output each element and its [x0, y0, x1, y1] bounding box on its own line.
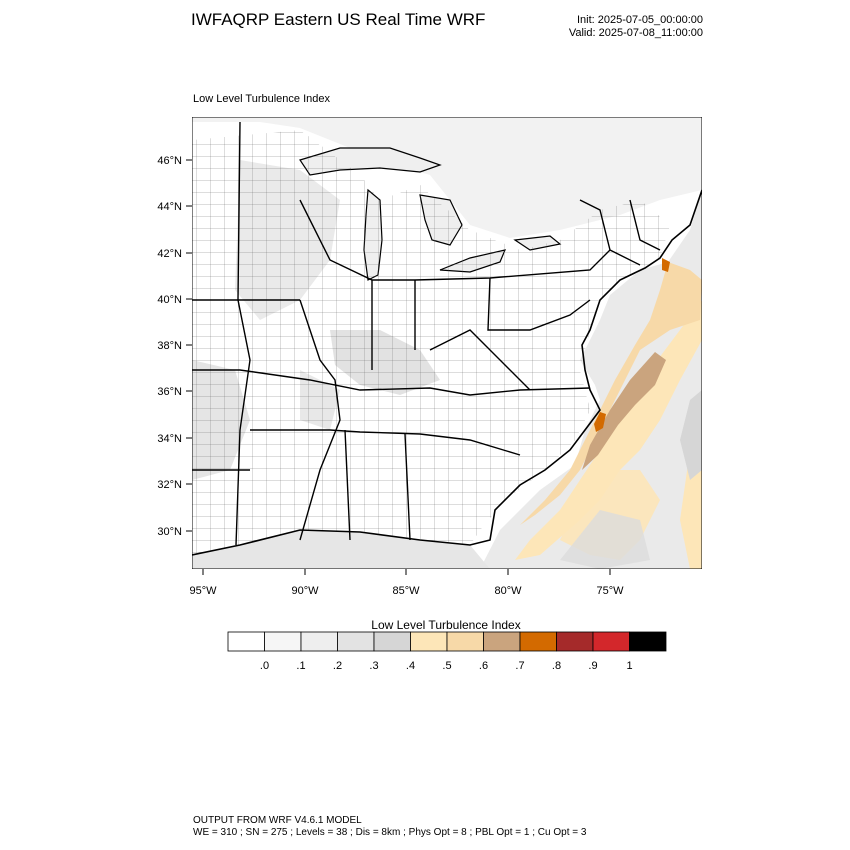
- main-title: IWFAQRP Eastern US Real Time WRF: [191, 10, 486, 29]
- lon-label: 75°W: [596, 585, 624, 597]
- colorbar: .0 .1 .2 .3 .4 .5 .6 .7 .8 .9 1: [227, 631, 667, 672]
- plume-orange: [594, 412, 606, 432]
- colorbar-label: .0: [260, 660, 269, 672]
- lat-label: 38°N: [157, 340, 182, 352]
- plume-brown: [582, 352, 666, 470]
- lat-label: 40°N: [157, 294, 182, 306]
- colorbar-label: 1: [626, 660, 632, 672]
- colorbar-swatch: [337, 631, 375, 652]
- lat-label: 34°N: [157, 433, 182, 445]
- colorbar-label: .1: [296, 660, 305, 672]
- colorbar-swatch: [410, 631, 448, 652]
- state-boundaries: [192, 121, 661, 546]
- lon-label: 95°W: [189, 585, 217, 597]
- lat-label: 32°N: [157, 479, 182, 491]
- lon-label: 85°W: [392, 585, 420, 597]
- colorbar-swatch: [592, 631, 630, 652]
- footer-model-line: OUTPUT FROM WRF V4.6.1 MODEL: [193, 815, 362, 826]
- valid-time: Valid: 2025-07-08_11:00:00: [568, 27, 703, 39]
- lon-label: 90°W: [291, 585, 319, 597]
- colorbar-label: .9: [588, 660, 597, 672]
- colorbar-swatch: [227, 631, 265, 652]
- colorbar-label: .5: [442, 660, 451, 672]
- lon-label: 80°W: [494, 585, 522, 597]
- atlantic-ocean: [480, 190, 702, 569]
- lat-label: 36°N: [157, 386, 182, 398]
- colorbar-swatch: [373, 631, 411, 652]
- init-time: Init: 2025-07-05_00:00:00: [577, 14, 703, 26]
- county-lines: [192, 130, 670, 555]
- canada-region: [192, 117, 702, 238]
- colorbar-swatch: [483, 631, 521, 652]
- plume-orange-ne: [662, 258, 670, 272]
- run-times: Init: 2025-07-05_00:00:00 Valid: 2025-07…: [569, 14, 703, 40]
- plume-tan-band: [520, 262, 702, 525]
- lon-ticks: [202, 569, 611, 575]
- colorbar-swatch: [446, 631, 484, 652]
- plume-light-tan: [515, 235, 702, 569]
- lat-label: 42°N: [157, 248, 182, 260]
- colorbar-label: .3: [369, 660, 378, 672]
- colorbar-title: Low Level Turbulence Index: [371, 618, 521, 632]
- colorbar-swatch: [264, 631, 302, 652]
- colorbar-swatch: [300, 631, 338, 652]
- colorbar-label: .4: [406, 660, 415, 672]
- map-subtitle: Low Level Turbulence Index: [193, 93, 330, 105]
- colorbar-label: .7: [515, 660, 524, 672]
- colorbar-label: .6: [479, 660, 488, 672]
- colorbar-label: .2: [333, 660, 342, 672]
- lat-label: 46°N: [157, 155, 182, 167]
- colorbar-label: .8: [552, 660, 561, 672]
- colorbar-swatch: [556, 631, 594, 652]
- map-plot: [192, 117, 702, 569]
- lat-ticks: [186, 159, 192, 532]
- ocean-gray-band-2: [560, 510, 650, 569]
- colorbar-swatch: [629, 631, 667, 652]
- footer: OUTPUT FROM WRF V4.6.1 MODEL WE = 310 ; …: [193, 815, 586, 839]
- footer-config-line: WE = 310 ; SN = 275 ; Levels = 38 ; Dis …: [193, 827, 587, 838]
- ocean-gray-band: [680, 390, 702, 480]
- lat-label: 44°N: [157, 201, 182, 213]
- lat-label: 30°N: [157, 526, 182, 538]
- colorbar-swatch: [519, 631, 557, 652]
